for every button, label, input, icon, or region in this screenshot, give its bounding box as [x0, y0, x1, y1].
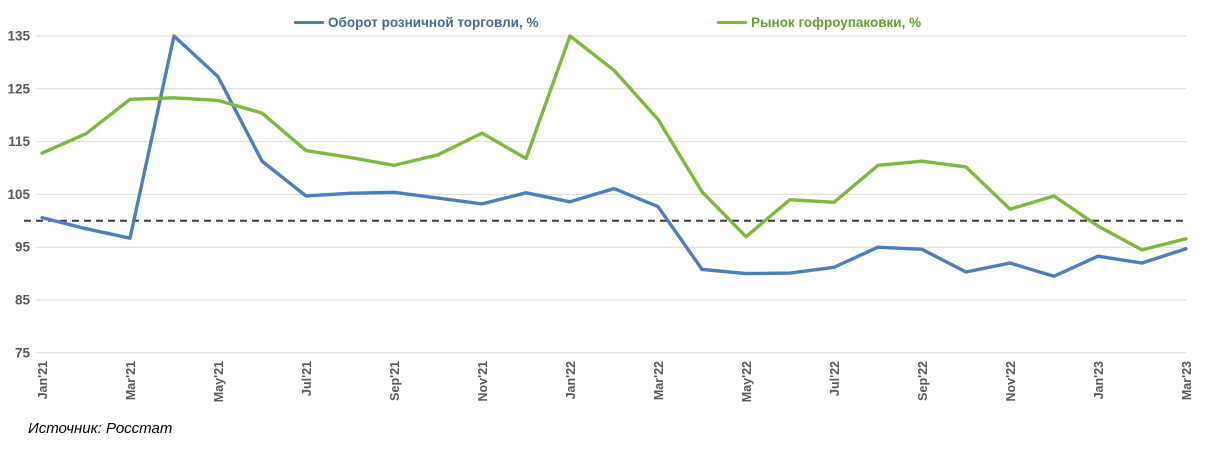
legend-line-swatch-green	[717, 20, 747, 25]
x-tick-label: Sep'21	[388, 361, 402, 401]
x-tick-label: Sep'22	[916, 361, 930, 401]
legend-item-retail-turnover: Оборот розничной торговли, %	[294, 15, 539, 30]
chart-legend: Оборот розничной торговли, % Рынок гофро…	[0, 0, 1222, 34]
legend-item-corrugated-packaging: Рынок гофроупаковки, %	[717, 15, 921, 30]
x-tick-label: Mar'23	[1180, 361, 1194, 400]
y-tick-label: 95	[15, 240, 31, 255]
x-tick-label: Jul'22	[828, 361, 842, 396]
x-tick-label: Jan'22	[564, 361, 578, 399]
x-tick-label: May'22	[740, 361, 754, 402]
legend-label-corrugated-packaging: Рынок гофроупаковки, %	[751, 15, 922, 30]
y-tick-label: 85	[15, 293, 31, 308]
y-tick-label: 105	[7, 187, 30, 202]
x-tick-label: Nov'21	[476, 361, 490, 402]
legend-label-retail-turnover: Оборот розничной торговли, %	[328, 15, 539, 30]
x-tick-label: Jan'23	[1092, 361, 1106, 399]
source-note: Источник: Росстат	[28, 420, 173, 437]
legend-line-swatch-blue	[294, 20, 324, 25]
y-tick-label: 115	[8, 134, 30, 149]
x-tick-label: Jan'21	[36, 361, 50, 399]
y-tick-label: 125	[7, 81, 30, 96]
x-tick-label: May'21	[212, 361, 226, 402]
series-line-1	[40, 34, 1188, 252]
x-tick-label: Jul'21	[300, 361, 314, 396]
y-tick-label: 75	[15, 345, 31, 360]
x-tick-label: Mar'21	[124, 361, 138, 400]
x-tick-label: Mar'22	[652, 361, 666, 400]
x-tick-label: Nov'22	[1004, 361, 1018, 402]
line-chart: 75 85 95 105 115 125 135 Jan'21 Mar'21 May'21 Jul'…	[7, 29, 1194, 403]
y-tick-label: 135	[7, 29, 30, 44]
